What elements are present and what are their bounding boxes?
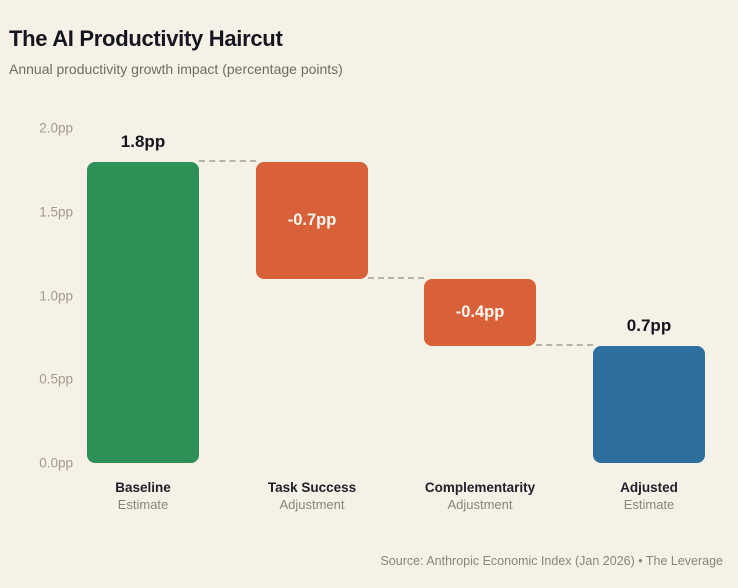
x-axis-category-baseline: Baseline Estimate <box>58 480 228 512</box>
y-axis-tick-1-0pp: 1.0pp <box>39 288 73 303</box>
bar-value-label: 1.8pp <box>120 131 166 151</box>
x-axis-category-adjusted: Adjusted Estimate <box>564 480 734 512</box>
bar-adjusted-estimate <box>593 345 705 463</box>
bar-complementarity-adjustment: -0.4pp <box>424 278 536 346</box>
y-axis-tick-1-5pp: 1.5pp <box>39 204 73 220</box>
source-attribution: Source: Anthropic Economic Index (Jan 20… <box>380 554 723 568</box>
x-axis-category-task-success: Task Success Adjustment <box>227 480 397 512</box>
bar-value-label: 0.7pp <box>626 315 672 335</box>
bar-baseline-estimate <box>87 161 199 463</box>
waterfall-connector-2 <box>368 276 424 279</box>
bar-value-label: -0.4pp <box>455 302 505 321</box>
waterfall-connector-1 <box>199 159 256 162</box>
waterfall-connector-3 <box>536 343 593 346</box>
category-subtitle: Estimate <box>117 497 169 512</box>
chart-title: The AI Productivity Haircut <box>9 26 283 51</box>
chart-subtitle: Annual productivity growth impact (perce… <box>9 61 343 77</box>
y-axis-tick-0-0pp: 0.0pp <box>39 455 73 471</box>
category-subtitle: Estimate <box>623 497 675 512</box>
category-subtitle: Adjustment <box>279 497 345 512</box>
category-subtitle: Adjustment <box>447 497 513 512</box>
category-name: Baseline <box>115 480 171 495</box>
bar-value-label: -0.7pp <box>287 210 337 229</box>
x-axis-category-complementarity: Complementarity Adjustment <box>395 480 565 512</box>
category-name: Complementarity <box>424 480 536 495</box>
y-axis-tick-0-5pp: 0.5pp <box>39 371 73 387</box>
category-name: Adjusted <box>620 480 678 495</box>
bar-task-success-adjustment: -0.7pp <box>256 161 368 279</box>
category-name: Task Success <box>267 480 357 495</box>
y-axis-tick-2-0pp: 2.0pp <box>39 120 73 136</box>
